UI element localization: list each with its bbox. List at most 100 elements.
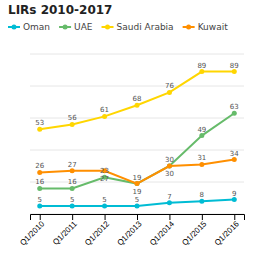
legend-item: Oman xyxy=(8,22,50,32)
grid-line xyxy=(30,54,244,55)
point xyxy=(135,204,140,209)
x-axis-line xyxy=(31,215,245,221)
point xyxy=(135,103,140,108)
point xyxy=(37,127,42,132)
data-label: 53 xyxy=(35,119,44,127)
legend-label: UAE xyxy=(74,22,93,32)
data-label: 27 xyxy=(100,175,109,183)
data-label: 5 xyxy=(102,196,106,204)
grid-line xyxy=(30,150,244,151)
point xyxy=(199,69,204,74)
x-tick-mark xyxy=(202,214,203,220)
point xyxy=(199,199,204,204)
x-tick: Q1/2012 xyxy=(83,214,111,247)
point xyxy=(232,111,237,116)
legend-item: Saudi Arabia xyxy=(102,22,174,32)
data-label: 7 xyxy=(167,193,171,201)
data-label: 63 xyxy=(230,103,239,111)
x-tick-mark xyxy=(234,214,235,220)
chart: LIRs 2010-2017 Oman UAE Saudi Arabia Kuwait Q… xyxy=(0,0,256,256)
point xyxy=(70,186,75,191)
x-tick-label: Q1/2015 xyxy=(180,219,208,247)
data-label: 26 xyxy=(35,162,44,170)
data-label: 19 xyxy=(133,188,142,196)
point xyxy=(135,181,140,186)
x-tick-label: Q1/2010 xyxy=(18,219,46,247)
x-tick-mark xyxy=(137,214,138,220)
title: LIRs 2010-2017 xyxy=(8,3,112,17)
legend-marker xyxy=(105,25,110,30)
x-tick-label: Q1/2012 xyxy=(83,219,111,247)
point xyxy=(37,170,42,175)
grid xyxy=(30,54,244,214)
data-label: 31 xyxy=(197,154,206,162)
data-label: 49 xyxy=(197,126,206,134)
x-tick-mark xyxy=(72,214,73,220)
legend-label: Saudi Arabia xyxy=(117,22,174,32)
x-tick-mark xyxy=(169,214,170,220)
legend-marker xyxy=(12,25,17,30)
legend-marker xyxy=(63,25,68,30)
x-tick-label: Q1/2013 xyxy=(116,219,144,247)
grid-line xyxy=(30,118,244,119)
data-label: 68 xyxy=(133,95,142,103)
marks xyxy=(37,69,237,208)
legend: Oman UAE Saudi Arabia Kuwait xyxy=(8,22,228,32)
data-label: 19 xyxy=(133,174,142,182)
data-label: 16 xyxy=(68,178,77,186)
point xyxy=(70,204,75,209)
x-tick-label: Q1/2011 xyxy=(51,219,79,247)
point xyxy=(70,168,75,173)
data-label: 89 xyxy=(230,62,239,70)
data-label: 9 xyxy=(232,190,236,198)
data-label: 76 xyxy=(165,82,174,90)
point xyxy=(232,69,237,74)
point xyxy=(167,200,172,205)
point xyxy=(199,133,204,138)
legend-label: Kuwait xyxy=(198,22,229,32)
x-tick-mark xyxy=(40,214,41,220)
x-tick: Q1/2016 xyxy=(213,214,241,247)
data-label: 8 xyxy=(200,191,204,199)
point xyxy=(232,197,237,202)
data-label: 16 xyxy=(35,178,44,186)
x-tick: Q1/2011 xyxy=(51,214,79,247)
legend-item: UAE xyxy=(59,22,93,32)
legend-marker xyxy=(186,25,191,30)
point xyxy=(167,164,172,169)
data-label: 61 xyxy=(100,106,109,114)
x-axis: Q1/2010Q1/2011Q1/2012Q1/2013Q1/2014Q1/20… xyxy=(18,214,244,247)
data-label: 56 xyxy=(68,114,77,122)
legend-label: Oman xyxy=(23,22,50,32)
data-label: 5 xyxy=(70,196,74,204)
data-label: 34 xyxy=(230,150,239,158)
data-label: 30 xyxy=(165,156,174,164)
series-line xyxy=(40,72,235,130)
point xyxy=(37,186,42,191)
point xyxy=(102,114,107,119)
point xyxy=(199,162,204,167)
x-tick: Q1/2014 xyxy=(148,214,176,247)
point xyxy=(70,122,75,127)
data-label: 5 xyxy=(37,196,41,204)
point xyxy=(232,157,237,162)
x-tick: Q1/2013 xyxy=(116,214,144,247)
plot: Q1/2010Q1/2011Q1/2012Q1/2013Q1/2014Q1/20… xyxy=(18,54,244,247)
grid-line xyxy=(30,86,244,87)
data-label: 30 xyxy=(165,170,174,178)
point xyxy=(135,181,140,186)
data-labels: 5555789161623193049635356616876898926272… xyxy=(35,62,239,204)
point xyxy=(37,204,42,209)
data-label: 27 xyxy=(68,161,77,169)
legend-item: Kuwait xyxy=(183,22,229,32)
x-tick-label: Q1/2014 xyxy=(148,219,176,247)
data-label: 5 xyxy=(135,196,139,204)
data-label: 89 xyxy=(197,62,206,70)
point xyxy=(167,164,172,169)
x-tick-mark xyxy=(105,214,106,220)
point xyxy=(102,204,107,209)
x-tick-label: Q1/2016 xyxy=(213,219,241,247)
point xyxy=(167,90,172,95)
x-tick: Q1/2015 xyxy=(180,214,208,247)
x-tick: Q1/2010 xyxy=(18,214,46,247)
